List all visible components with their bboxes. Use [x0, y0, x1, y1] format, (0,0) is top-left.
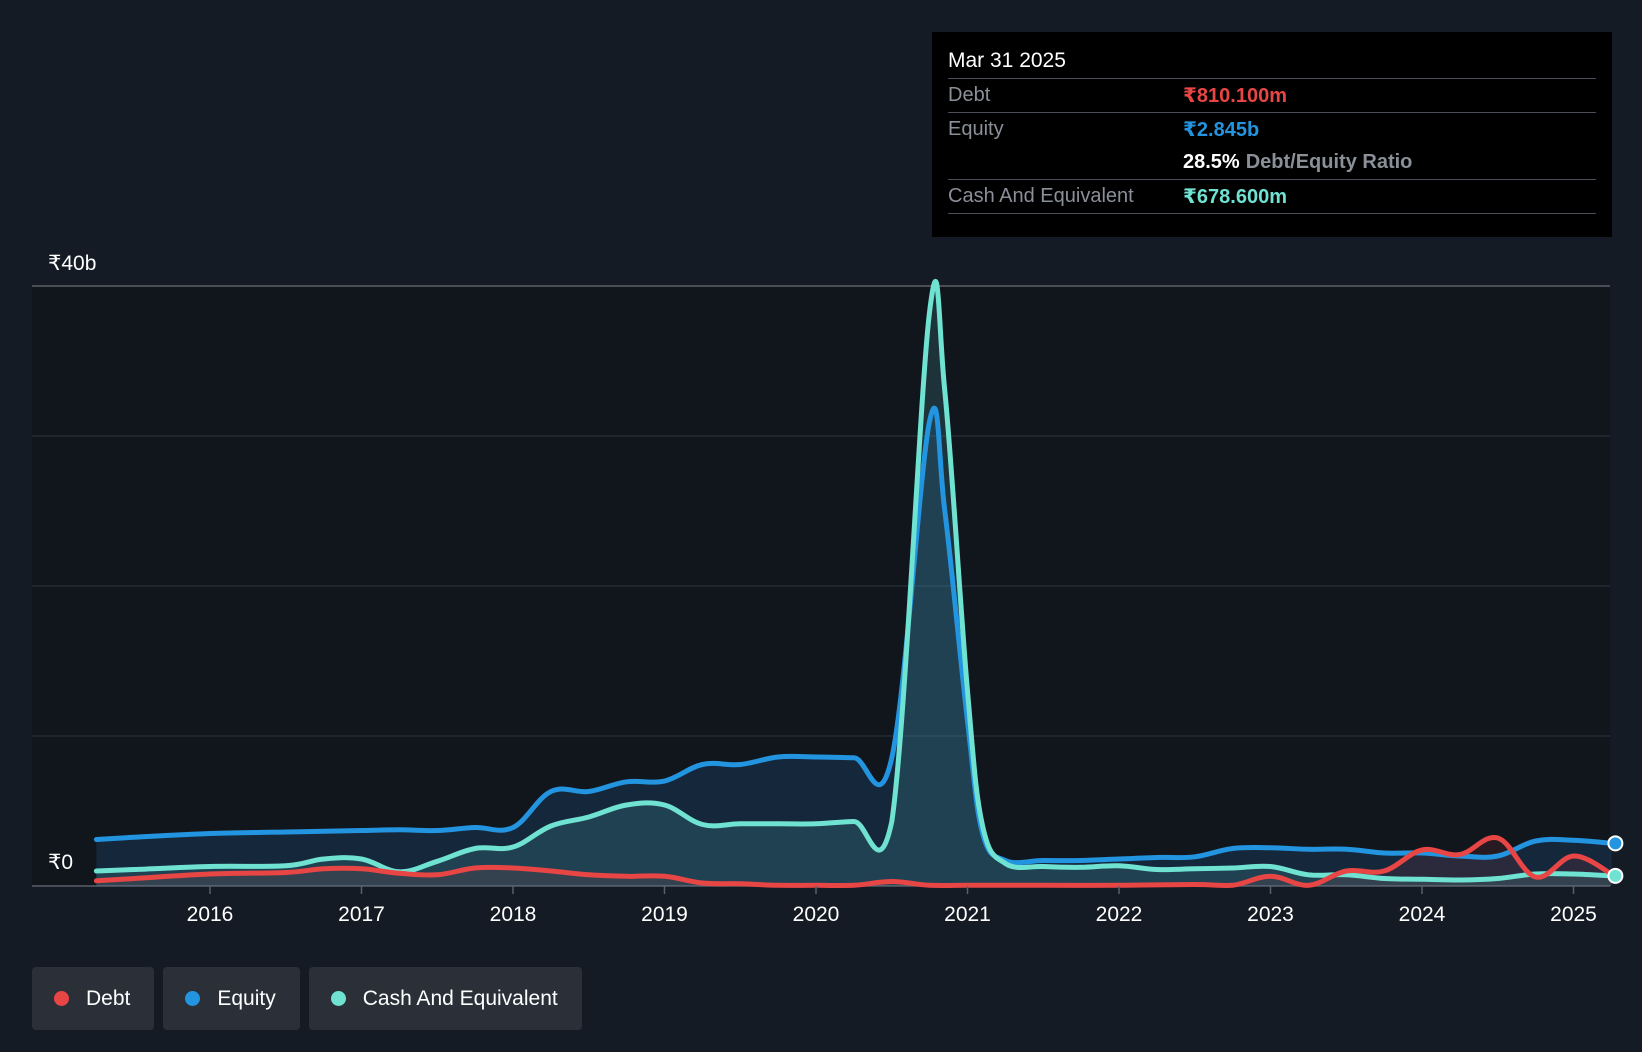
legend-cash-label: Cash And Equivalent [362, 986, 558, 1010]
tooltip-cash-label: Cash And Equivalent [948, 185, 1134, 207]
tooltip-panel: Mar 31 2025 Debt ₹810.100m Equity ₹2.845… [932, 32, 1612, 237]
debt-line [93, 834, 1614, 889]
tooltip-debt-value: ₹810.100m [1183, 85, 1287, 107]
legend-item-debt[interactable]: Debt [32, 967, 155, 1030]
x-tick-label: 2020 [793, 903, 840, 926]
legend-item-equity[interactable]: Equity [163, 967, 300, 1030]
tooltip-ratio-label: Debt/Equity Ratio [1245, 151, 1413, 173]
x-tick-label: 2021 [944, 903, 991, 926]
tooltip-ratio-value: 28.5% [1183, 151, 1240, 173]
legend-item-cash[interactable]: Cash And Equivalent [308, 967, 582, 1030]
debt-dot-icon [54, 991, 69, 1006]
equity-endpoint [1607, 835, 1624, 852]
tooltip-equity-value: ₹2.845b [1183, 119, 1260, 141]
y-tick-label-max: ₹40b [48, 252, 96, 275]
chart-legend: Debt Equity Cash And Equivalent [32, 967, 582, 1030]
debt-area [96, 837, 1612, 886]
tooltip-equity-label: Equity [948, 118, 1004, 140]
tooltip-debt-label: Debt [948, 84, 991, 106]
tooltip-cash-value: ₹678.600m [1183, 186, 1287, 208]
x-tick-label: 2025 [1550, 903, 1597, 926]
x-tick-label: 2016 [187, 903, 234, 926]
equity-dot-icon [185, 991, 201, 1006]
equity-line [93, 405, 1614, 866]
x-tick-label: 2018 [490, 903, 537, 926]
tooltip-row-ratio: 28.5% Debt/Equity Ratio [948, 146, 1596, 179]
cash-dot-icon [330, 991, 346, 1006]
x-tick-label: 2017 [338, 903, 385, 926]
legend-debt-label: Debt [86, 986, 131, 1010]
x-tick-label: 2023 [1247, 903, 1294, 926]
tooltip-row-debt: Debt ₹810.100m [948, 78, 1596, 112]
equity-area [96, 408, 1612, 886]
cash-and-equivalent-endpoint [1607, 867, 1624, 884]
x-tick-label: 2019 [641, 903, 688, 926]
x-tick-label: 2024 [1399, 903, 1446, 926]
tooltip-date: Mar 31 2025 [948, 49, 1066, 72]
tooltip-row-equity: Equity ₹2.845b [948, 112, 1596, 146]
y-tick-label-zero: ₹0 [48, 851, 73, 874]
x-tick-label: 2022 [1096, 903, 1143, 926]
legend-equity-label: Equity [217, 986, 276, 1010]
tooltip-row-cash: Cash And Equivalent ₹678.600m [948, 179, 1596, 214]
